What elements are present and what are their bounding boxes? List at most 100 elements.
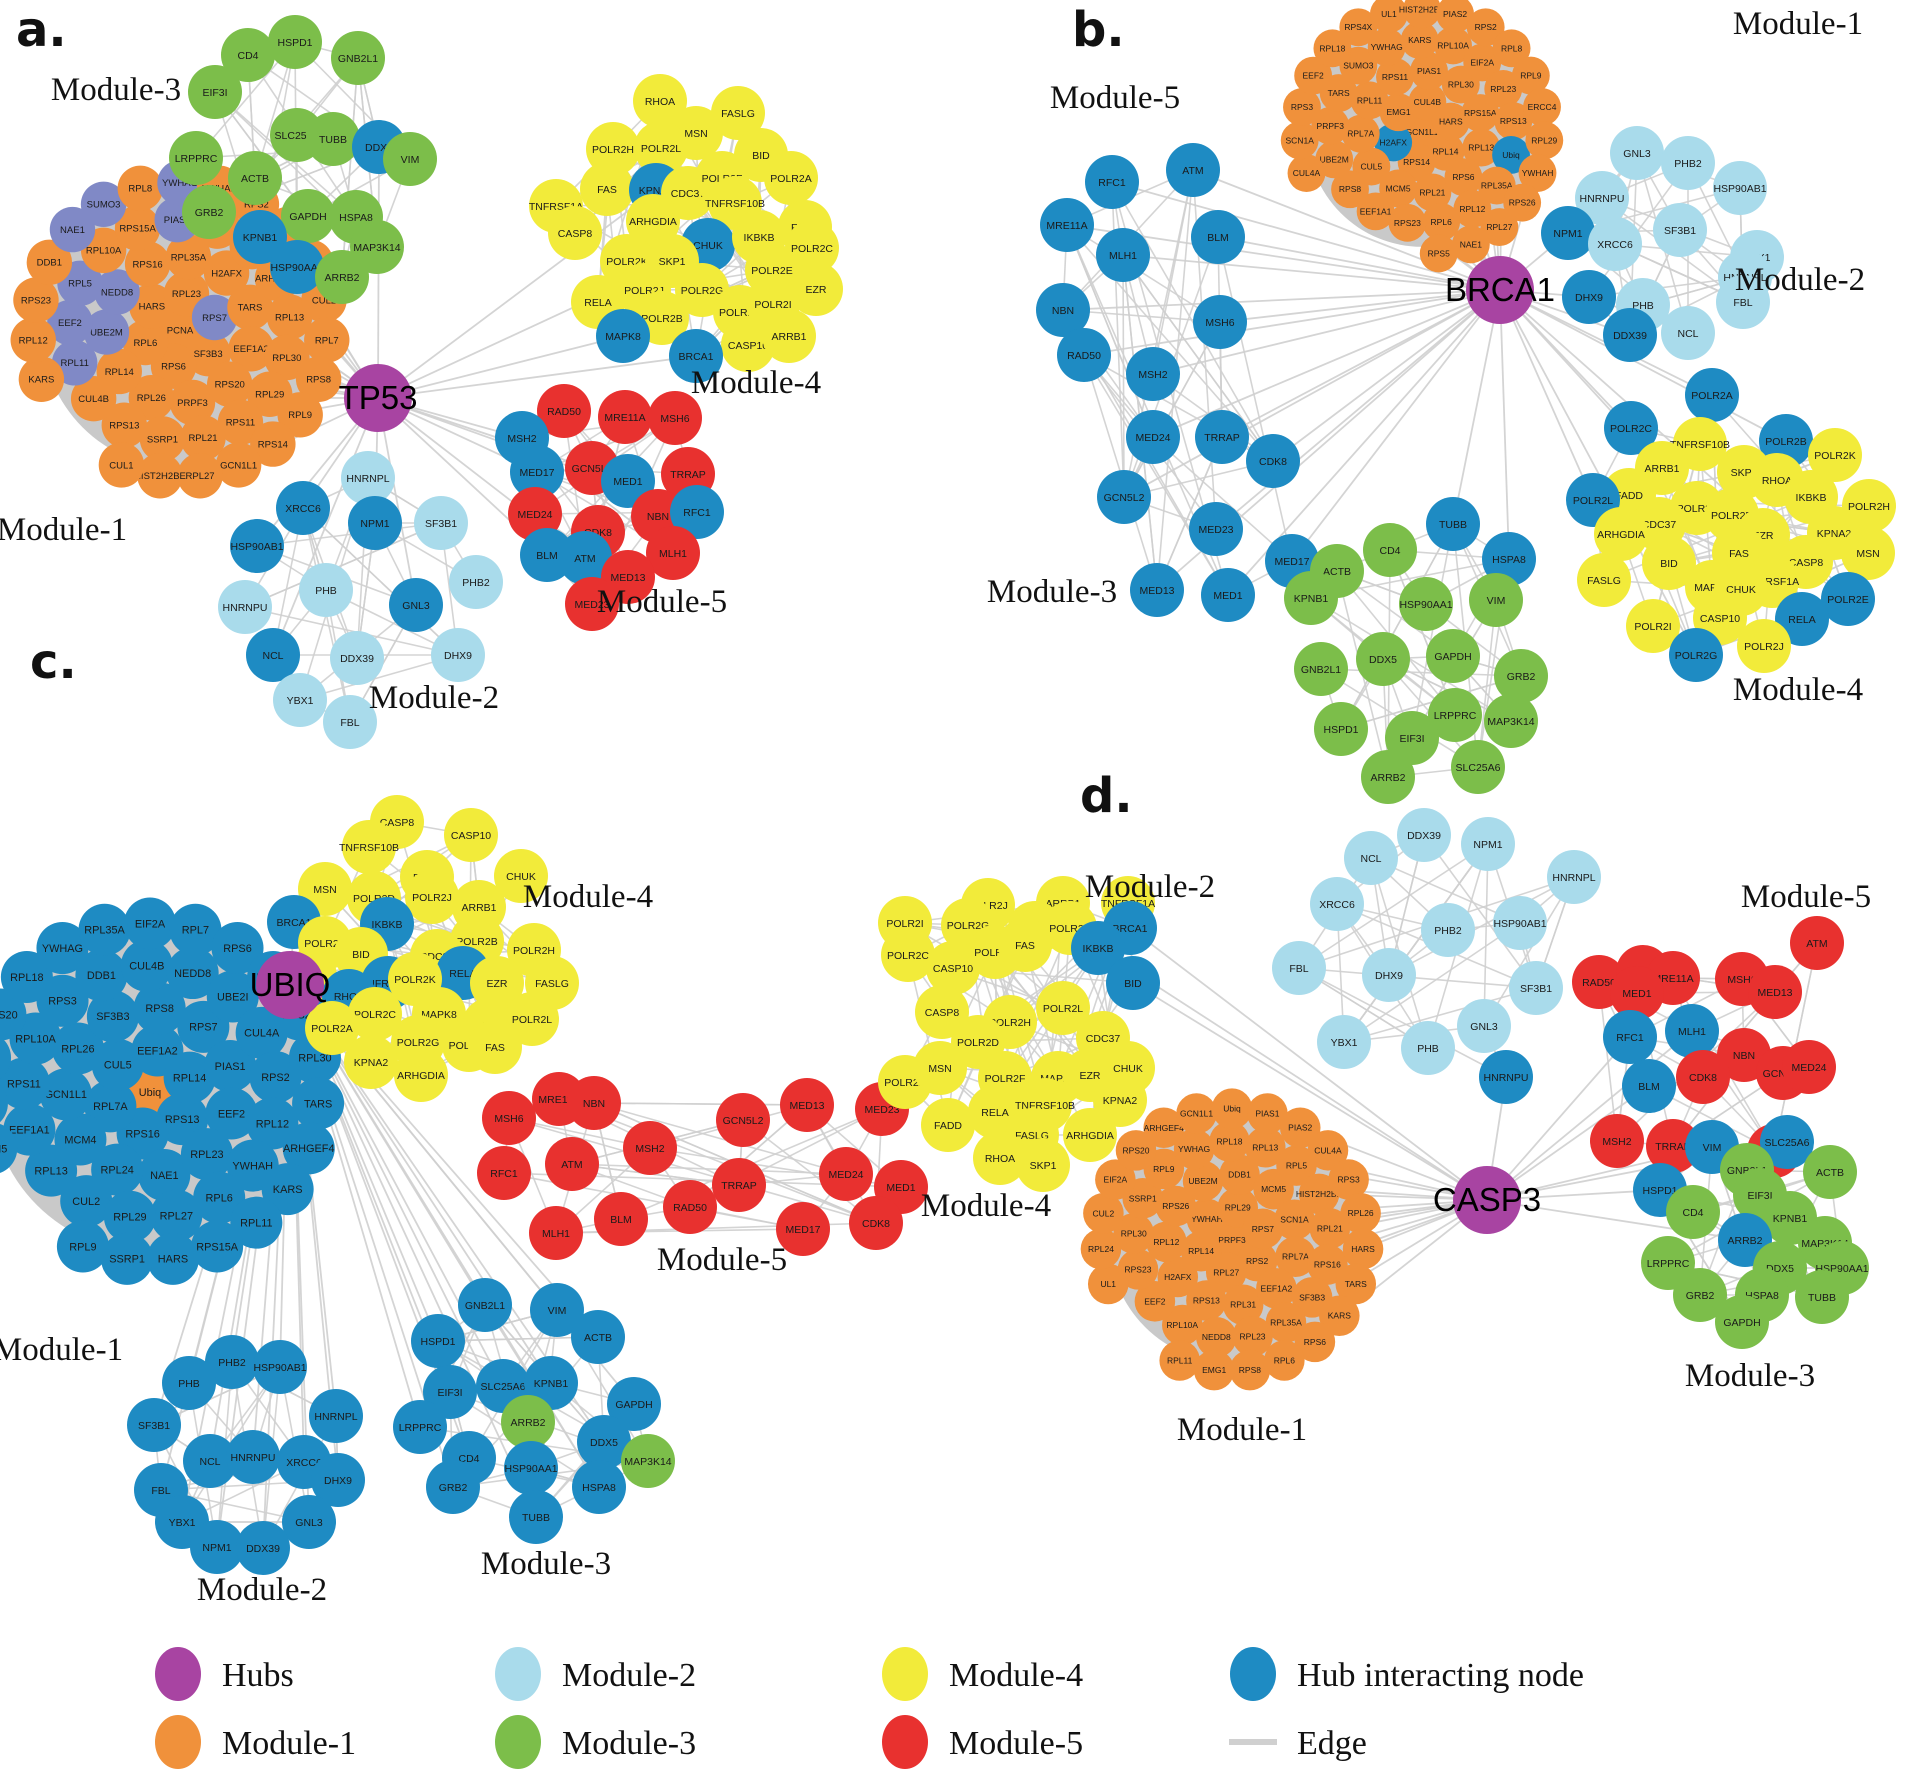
node-PIAS2[interactable]: PIAS2 xyxy=(1436,0,1474,33)
node-circle[interactable] xyxy=(633,74,687,128)
node-circle[interactable] xyxy=(623,1121,677,1175)
node-circle[interactable] xyxy=(1130,563,1184,617)
node-circle[interactable] xyxy=(0,1032,12,1084)
node-circle[interactable] xyxy=(101,1232,154,1285)
hub-UBIQ[interactable]: UBIQ xyxy=(250,951,331,1019)
node-NPM1[interactable]: NPM1 xyxy=(190,1520,244,1574)
node-IKBKB[interactable]: IKBKB xyxy=(1071,921,1125,975)
node-circle[interactable] xyxy=(1775,592,1829,646)
node-ERCC4[interactable]: ERCC4 xyxy=(1523,88,1561,126)
node-circle[interactable] xyxy=(1369,0,1408,33)
node-EIF3I[interactable]: EIF3I xyxy=(1385,711,1439,765)
node-CUL4B[interactable]: CUL4B xyxy=(120,939,173,992)
node-circle[interactable] xyxy=(1737,619,1791,673)
node-circle[interactable] xyxy=(1493,896,1547,950)
node-circle[interactable] xyxy=(444,808,498,862)
node-GCN1L1[interactable]: GCN1L1 xyxy=(39,1068,92,1121)
node-GRB2[interactable]: GRB2 xyxy=(1673,1268,1727,1322)
node-RPL13[interactable]: RPL13 xyxy=(1462,128,1501,167)
node-circle[interactable] xyxy=(1166,143,1220,197)
node-circle[interactable] xyxy=(49,206,96,253)
node-circle[interactable] xyxy=(1193,295,1247,349)
hub-circle[interactable] xyxy=(344,364,412,432)
node-circle[interactable] xyxy=(1410,52,1448,91)
node-circle[interactable] xyxy=(565,577,619,631)
node-circle[interactable] xyxy=(133,982,186,1035)
node-RPS15A[interactable]: RPS15A xyxy=(1461,94,1500,133)
node-ARHGDIA[interactable]: ARHGDIA xyxy=(626,194,680,248)
node-circle[interactable] xyxy=(482,1091,536,1145)
node-circle[interactable] xyxy=(1193,1349,1235,1391)
node-circle[interactable] xyxy=(1317,1015,1371,1069)
node-circle[interactable] xyxy=(607,1377,661,1431)
node-NPM1[interactable]: NPM1 xyxy=(1461,817,1515,871)
node-circle[interactable] xyxy=(60,1175,113,1228)
node-MED1[interactable]: MED1 xyxy=(1201,568,1255,622)
node-circle[interactable] xyxy=(1461,94,1500,133)
node-ARHGDIA[interactable]: ARHGDIA xyxy=(394,1048,448,1102)
node-MSN[interactable]: MSN xyxy=(913,1041,967,1095)
node-circle[interactable] xyxy=(1096,228,1150,282)
node-TUBB[interactable]: TUBB xyxy=(306,112,360,166)
node-circle[interactable] xyxy=(230,1196,283,1249)
node-BLM[interactable]: BLM xyxy=(1191,210,1245,264)
node-MED17[interactable]: MED17 xyxy=(776,1202,830,1256)
node-MLH1[interactable]: MLH1 xyxy=(646,526,700,580)
node-circle[interactable] xyxy=(51,1022,104,1075)
node-circle[interactable] xyxy=(468,1020,522,1074)
node-circle[interactable] xyxy=(1401,1021,1455,1075)
node-UBE2I[interactable]: UBE2I xyxy=(206,970,259,1023)
node-circle[interactable] xyxy=(1622,1059,1676,1113)
node-CUL4B[interactable]: CUL4B xyxy=(70,375,117,422)
node-VIM[interactable]: VIM xyxy=(1469,573,1523,627)
node-CUL5[interactable]: CUL5 xyxy=(91,1038,144,1091)
node-circle[interactable] xyxy=(1413,173,1452,212)
node-RPS16[interactable]: RPS16 xyxy=(1307,1244,1348,1285)
node-RPS6[interactable]: RPS6 xyxy=(211,922,264,975)
node-circle[interactable] xyxy=(1173,1128,1215,1170)
node-circle[interactable] xyxy=(648,391,702,445)
node-circle[interactable] xyxy=(1222,1284,1264,1325)
node-circle[interactable] xyxy=(1503,183,1542,222)
node-SCN1A[interactable]: SCN1A xyxy=(1280,121,1319,160)
node-RPL14[interactable]: RPL14 xyxy=(163,1051,216,1104)
node-RPL7A[interactable]: RPL7A xyxy=(1275,1236,1316,1278)
node-circle[interactable] xyxy=(1482,532,1536,586)
node-RPL14[interactable]: RPL14 xyxy=(1180,1230,1222,1272)
node-circle[interactable] xyxy=(98,442,145,488)
node-HNRNPU[interactable]: HNRNPU xyxy=(1575,171,1629,225)
node-MSH6[interactable]: MSH6 xyxy=(482,1091,536,1145)
node-circle[interactable] xyxy=(558,531,612,585)
node-circle[interactable] xyxy=(1715,1295,1769,1349)
node-circle[interactable] xyxy=(0,951,53,1004)
node-circle[interactable] xyxy=(1376,58,1414,96)
node-circle[interactable] xyxy=(1331,170,1369,209)
node-circle[interactable] xyxy=(594,1192,648,1246)
node-GNB2L1[interactable]: GNB2L1 xyxy=(458,1278,512,1332)
node-circle[interactable] xyxy=(764,151,818,205)
node-circle[interactable] xyxy=(1748,965,1802,1019)
node-FBL[interactable]: FBL xyxy=(323,695,377,749)
node-RPL35A[interactable]: RPL35A xyxy=(165,234,212,280)
node-circle[interactable] xyxy=(669,329,723,383)
node-NEDD8[interactable]: NEDD8 xyxy=(166,947,219,1000)
node-ATM[interactable]: ATM xyxy=(1790,916,1844,970)
node-CASP10[interactable]: CASP10 xyxy=(721,318,775,372)
node-HNRNPU[interactable]: HNRNPU xyxy=(218,580,272,634)
node-Ubiq[interactable]: Ubiq xyxy=(1492,136,1530,174)
node-HNRNPU[interactable]: HNRNPU xyxy=(1479,1050,1533,1104)
node-circle[interactable] xyxy=(1361,750,1415,804)
node-circle[interactable] xyxy=(344,1035,398,1089)
node-circle[interactable] xyxy=(270,240,324,294)
node-POLR2I[interactable]: POLR2I xyxy=(1626,599,1680,653)
node-XRCC6[interactable]: XRCC6 xyxy=(1310,877,1364,931)
node-TRRAP[interactable]: TRRAP xyxy=(1646,1119,1700,1173)
node-RPS11[interactable]: RPS11 xyxy=(217,399,264,446)
node-circle[interactable] xyxy=(1097,470,1151,524)
node-circle[interactable] xyxy=(1275,1236,1316,1278)
node-circle[interactable] xyxy=(1590,1114,1644,1168)
node-UL1[interactable]: UL1 xyxy=(1369,0,1408,33)
node-BID[interactable]: BID xyxy=(1106,956,1160,1010)
node-circle[interactable] xyxy=(206,970,259,1023)
node-RPL12[interactable]: RPL12 xyxy=(10,317,56,363)
